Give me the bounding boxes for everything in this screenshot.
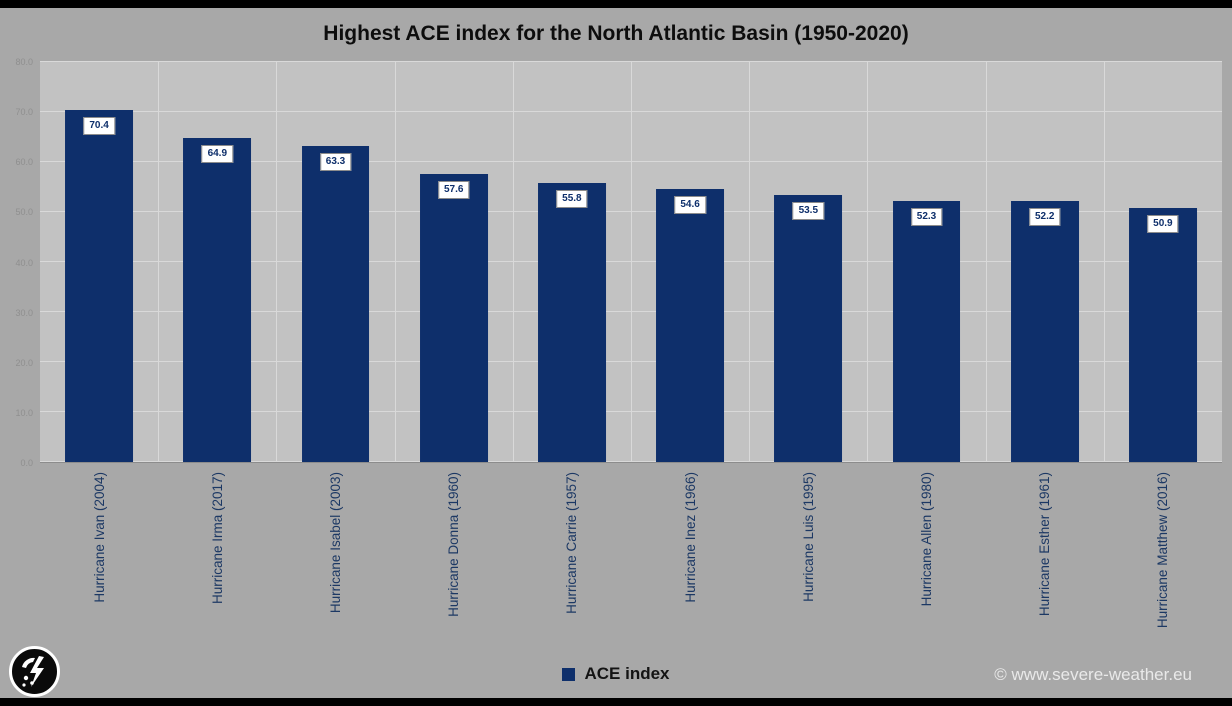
watermark: © www.severe-weather.eu: [994, 665, 1192, 684]
y-tick-label: 50.0: [15, 207, 33, 218]
x-axis-labels: Hurricane Ivan (2004) Hurricane Irma (201…: [40, 472, 1222, 640]
x-category-cell: Hurricane Matthew (2016): [1104, 472, 1222, 640]
gridline-vertical: [1103, 62, 1105, 462]
x-category-cell: Hurricane Luis (1995): [749, 472, 867, 640]
gridline-vertical: [394, 62, 396, 462]
x-category-label: Hurricane Allen (1980): [919, 472, 935, 607]
x-category-cell: Hurricane Allen (1980): [867, 472, 985, 640]
x-category-cell: Hurricane Carrie (1957): [513, 472, 631, 640]
y-tick-label: 40.0: [15, 257, 33, 268]
x-category-cell: Hurricane Esther (1961): [986, 472, 1104, 640]
legend-swatch: [562, 667, 576, 681]
x-category-label: Hurricane Ivan (2004): [91, 472, 107, 603]
bar-value-label: 53.5: [792, 201, 825, 220]
gridline-vertical: [631, 62, 632, 462]
y-tick-label: 60.0: [15, 157, 33, 168]
bar-value-label: 63.3: [319, 152, 352, 171]
bar: [419, 174, 488, 462]
gridline-vertical: [749, 62, 751, 462]
y-tick-label: 20.0: [15, 357, 33, 368]
gridline-horizontal: [40, 61, 1222, 62]
bar: [892, 200, 961, 462]
y-tick-label: 10.0: [15, 407, 33, 418]
x-category-cell: Hurricane Ivan (2004): [40, 472, 158, 640]
legend-label: ACE index: [584, 664, 670, 683]
plot-area: 70.4 64.9 63.3 57.6 55.8 54.6 53.5 52.3 52.2 50.9: [40, 61, 1222, 463]
bar-value-label: 70.4: [83, 117, 115, 135]
y-axis: 0.0 10.0 20.0 30.0 40.0 50.0 60.0 70.0 80.0: [0, 57, 36, 468]
x-category-label: Hurricane Esther (1961): [1037, 472, 1053, 617]
x-category-label: Hurricane Matthew (2016): [1155, 472, 1171, 629]
gridline-vertical: [158, 62, 160, 462]
y-tick-label: 70.0: [15, 107, 33, 118]
bar-value-label: 54.6: [674, 196, 706, 214]
x-category-label: Hurricane Irma (2017): [209, 472, 225, 605]
gridline-vertical: [985, 62, 987, 462]
y-tick-label: 30.0: [15, 307, 33, 318]
bar: [65, 110, 134, 462]
bottom-black-strip: [0, 698, 1232, 706]
bar: [1128, 207, 1197, 462]
y-tick-label: 0.0: [20, 458, 33, 468]
x-category-cell: Hurricane Isabel (2003): [276, 472, 394, 640]
site-logo-icon: [9, 646, 60, 697]
bar-value-label: 50.9: [1147, 214, 1179, 233]
x-category-label: Hurricane Inez (1966): [682, 472, 698, 603]
y-tick-label: 80.0: [15, 57, 33, 67]
bar-value-label: 57.6: [437, 181, 470, 199]
bar-value-label: 55.8: [556, 190, 588, 208]
x-category-label: Hurricane Carrie (1957): [564, 472, 580, 614]
bar: [183, 137, 252, 462]
x-category-label: Hurricane Luis (1995): [800, 472, 816, 602]
gridline-vertical: [276, 62, 278, 462]
bar: [537, 183, 606, 462]
bar-value-label: 52.2: [1028, 208, 1061, 226]
x-category-cell: Hurricane Donna (1960): [395, 472, 513, 640]
gridline-vertical: [512, 62, 514, 462]
site-logo: [8, 645, 61, 698]
bar: [1010, 201, 1079, 462]
x-category-label: Hurricane Donna (1960): [446, 472, 462, 617]
x-category-label: Hurricane Isabel (2003): [328, 472, 343, 614]
x-category-cell: Hurricane Inez (1966): [631, 472, 749, 640]
bar: [301, 145, 370, 462]
bar-value-label: 52.3: [910, 207, 943, 226]
bar: [656, 189, 725, 462]
top-black-strip: [0, 0, 1232, 8]
bar: [774, 194, 843, 462]
legend: ACE index: [0, 664, 1232, 684]
gridline-vertical: [867, 62, 869, 462]
chart-title: Highest ACE index for the North Atlantic…: [323, 22, 909, 45]
bar-value-label: 64.9: [201, 144, 234, 163]
x-category-cell: Hurricane Irma (2017): [158, 472, 276, 640]
